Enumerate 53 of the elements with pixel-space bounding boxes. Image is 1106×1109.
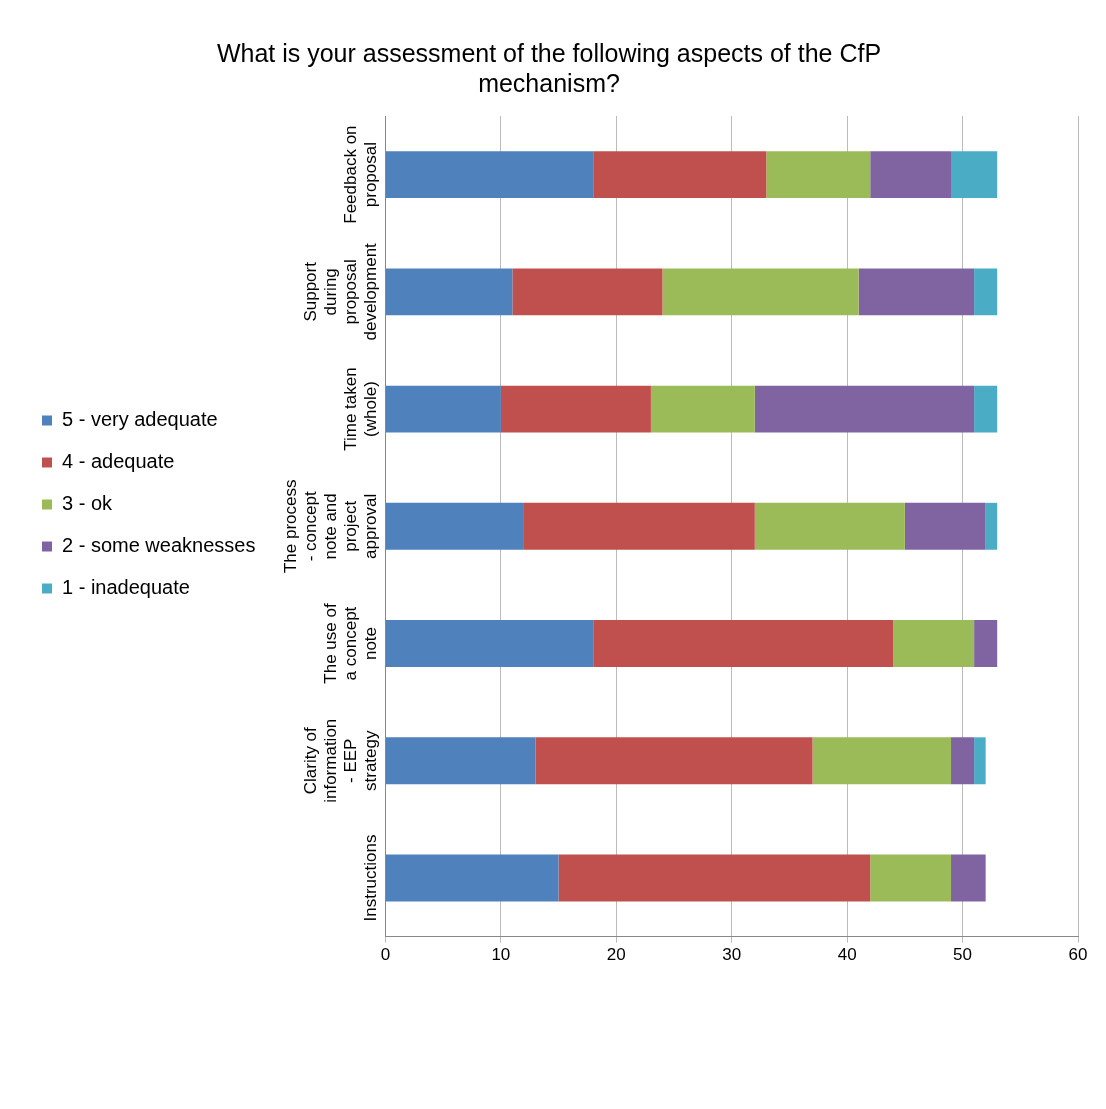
bar bbox=[974, 737, 986, 785]
x-tick-label: 60 bbox=[1068, 945, 1088, 965]
chart-title: What is your assessment of the following aspects of the CfP mechanism? bbox=[216, 38, 882, 97]
legend-label: 5 - very adequate bbox=[62, 408, 218, 431]
bar bbox=[593, 151, 767, 199]
legend-label: 3 - ok bbox=[62, 492, 114, 515]
bar bbox=[385, 502, 524, 550]
bar bbox=[893, 620, 975, 667]
bar bbox=[385, 620, 594, 667]
bar bbox=[500, 385, 651, 433]
bar bbox=[593, 620, 894, 667]
legend-label: 1 - inadequate bbox=[62, 576, 190, 599]
bar bbox=[974, 385, 998, 433]
y-tick-label: Feedback on proposal bbox=[341, 125, 381, 224]
y-tick-label: The use of a concept note bbox=[321, 603, 381, 684]
y-tick-label: The process - concept note and project approval bbox=[281, 479, 381, 574]
bar bbox=[385, 385, 501, 433]
bar bbox=[535, 737, 813, 785]
bar bbox=[385, 737, 536, 785]
bar bbox=[812, 737, 952, 785]
bar bbox=[754, 502, 905, 550]
bar bbox=[512, 268, 663, 316]
y-tick-label: Clarity of information - EEP strategy bbox=[301, 718, 381, 803]
bar bbox=[985, 502, 998, 550]
x-tick-label: 30 bbox=[722, 945, 742, 965]
bar bbox=[754, 385, 975, 433]
bar bbox=[650, 385, 755, 433]
x-tick-label: 0 bbox=[380, 945, 391, 965]
legend-label: 2 - some weaknesses bbox=[62, 534, 256, 557]
legend-label: 4 - adequate bbox=[62, 450, 175, 473]
bar bbox=[974, 620, 998, 667]
bar bbox=[385, 151, 594, 199]
x-tick-label: 50 bbox=[953, 945, 973, 965]
bar bbox=[858, 268, 975, 316]
y-tick-label: Support during proposal development bbox=[301, 242, 381, 341]
bar bbox=[662, 268, 859, 316]
bar bbox=[870, 151, 952, 199]
bar bbox=[558, 854, 871, 902]
bar bbox=[951, 854, 986, 902]
bar bbox=[766, 151, 871, 199]
x-tick-label: 20 bbox=[606, 945, 626, 965]
bar bbox=[523, 502, 755, 550]
bar bbox=[385, 268, 513, 316]
bar bbox=[951, 151, 998, 199]
bar bbox=[385, 854, 559, 902]
x-tick-label: 40 bbox=[837, 945, 857, 965]
y-tick-label: Time taken (whole) bbox=[341, 367, 381, 451]
x-tick-label: 10 bbox=[491, 945, 511, 965]
bar bbox=[951, 737, 975, 785]
bar bbox=[904, 502, 986, 550]
bar bbox=[974, 268, 998, 316]
bar bbox=[870, 854, 952, 902]
y-tick-label: Instructions bbox=[361, 834, 381, 922]
